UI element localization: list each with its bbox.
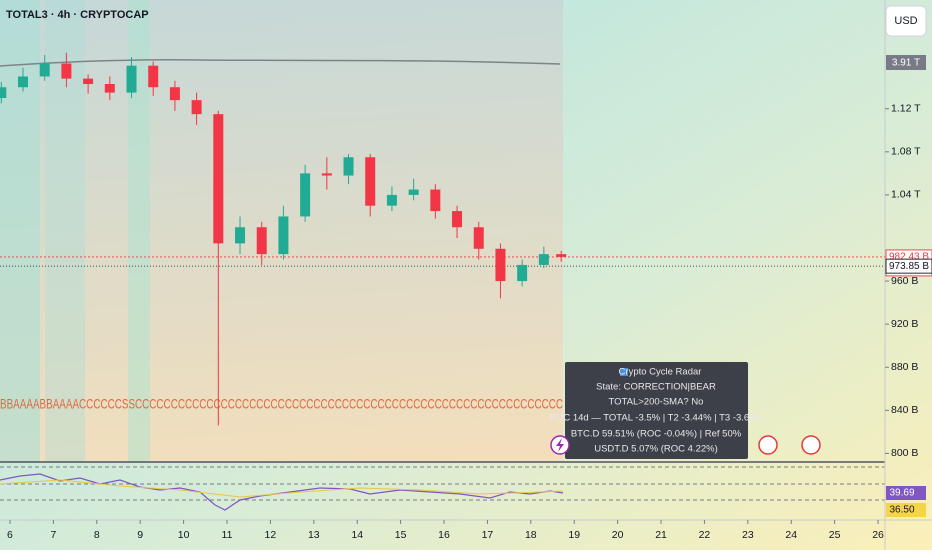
x-tick-label: 8 [94,529,100,541]
candle-body [39,63,50,77]
currency-button[interactable] [885,5,927,37]
candle-body [473,227,484,249]
y-tick-label: 1.04 T [891,189,921,201]
overlay-label: 3.91 T [892,58,920,69]
price-tag-label: 973.85 B [889,261,929,272]
x-tick-label: 25 [829,529,841,541]
x-tick-label: 6 [7,529,13,541]
candle-body [408,189,419,195]
rsi-value: 36.50 [889,505,914,516]
info-line: Crypto Cycle Radar [619,367,702,378]
candle-body [321,173,332,176]
rsi-signal [0,479,564,498]
chart-title: TOTAL3 · 4h · CRYPTOCAP [6,9,149,21]
x-tick-label: 18 [525,529,537,541]
candle-body [213,114,224,244]
candle-body [61,63,72,79]
y-tick-label: 840 B [891,404,918,416]
currency-label[interactable]: USD [894,15,917,27]
y-tick-label: 800 B [891,447,918,459]
x-tick-label: 19 [568,529,580,541]
rsi-tag [886,503,926,517]
cycle-strip: BBAAAABBAAAACCCCCCSSCCCCCCCCCCCCCCCCCCCC… [0,396,563,412]
x-tick-label: 12 [265,529,277,541]
info-line: State: CORRECTION|BEAR [596,382,716,393]
x-tick-label: 16 [438,529,450,541]
x-tick-label: 15 [395,529,407,541]
y-tick-label: 960 B [891,275,918,287]
candle-body [452,211,463,228]
y-tick-label: 880 B [891,361,918,373]
candle-body [148,65,159,88]
x-tick-label: 22 [699,529,711,541]
candle-body [83,78,94,84]
x-tick-label: 26 [872,529,884,541]
info-box: Crypto Cycle Radar State: CORRECTION|BEAR… [549,362,763,459]
candle-body [256,227,267,255]
x-tick-label: 7 [50,529,56,541]
candle-body [278,216,289,255]
info-line: USDT.D 5.07% (ROC 4.22%) [594,444,718,455]
zone-bull [0,0,40,462]
candle-body [104,84,115,93]
candle-body [191,100,202,115]
rsi-value: 39.69 [889,488,914,499]
info-line: TOTAL>200-SMA? No [609,397,704,408]
rsi-tag [886,486,926,500]
overlay-tag [886,55,926,70]
info-line: BTC.D 59.51% (ROC -0.04%) | Ref 50% [571,429,742,440]
candle-body [386,194,397,206]
x-tick-label: 13 [308,529,320,541]
candle-body [538,254,549,265]
price-tag [885,258,932,274]
x-tick-label: 23 [742,529,754,541]
event-bolt [556,438,564,452]
price-tag-label: 982.43 B [889,252,929,263]
candle-body [430,189,441,212]
rsi-line [0,473,564,511]
x-tick-label: 11 [222,529,233,541]
x-tick-label: 17 [482,529,494,541]
x-tick-label: 24 [785,529,797,541]
candle-body [235,227,246,244]
event-icon[interactable] [801,435,821,455]
candle-body [300,173,311,217]
x-tick-label: 20 [612,529,624,541]
x-tick-label: 10 [178,529,190,541]
y-tick-label: 920 B [891,318,918,330]
info-panel [565,362,748,459]
candle-body [556,254,567,257]
candle-body [169,87,180,101]
overlay-line [0,59,561,67]
candle-body [365,157,376,206]
x-tick-label: 9 [137,529,143,541]
candle-body [18,76,29,88]
event-icon[interactable] [758,435,778,455]
info-icon [620,368,628,376]
y-tick-label: 1.12 T [891,103,921,115]
candle-body [126,65,137,93]
info-line: ROC 14d — TOTAL -3.5% | T2 -3.44% | T3 -… [549,413,763,424]
y-tick-label: 1.08 T [891,146,921,158]
zone-bull [128,0,150,462]
x-tick-label: 14 [351,529,363,541]
candle-body [0,87,7,98]
candle-body [343,157,354,176]
candle-body [517,264,528,282]
x-tick-label: 21 [655,529,667,541]
candle-body [495,248,506,282]
